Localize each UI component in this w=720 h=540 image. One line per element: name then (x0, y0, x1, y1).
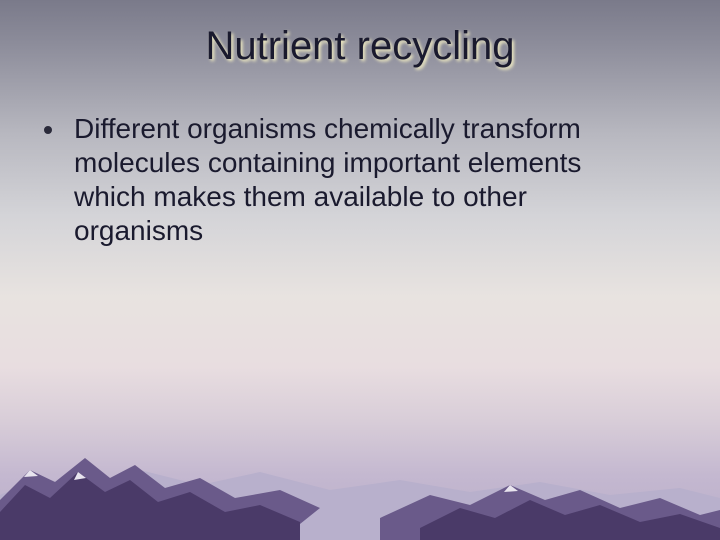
slide-title: Nutrient recycling (0, 24, 720, 69)
mountain-decoration (0, 400, 720, 540)
slide: Nutrient recycling Different organisms c… (0, 0, 720, 540)
bullet-item: Different organisms chemically transform… (44, 112, 660, 249)
bullet-text: Different organisms chemically transform… (74, 112, 660, 249)
bullet-dot-icon (44, 126, 52, 134)
slide-body: Different organisms chemically transform… (44, 112, 660, 249)
